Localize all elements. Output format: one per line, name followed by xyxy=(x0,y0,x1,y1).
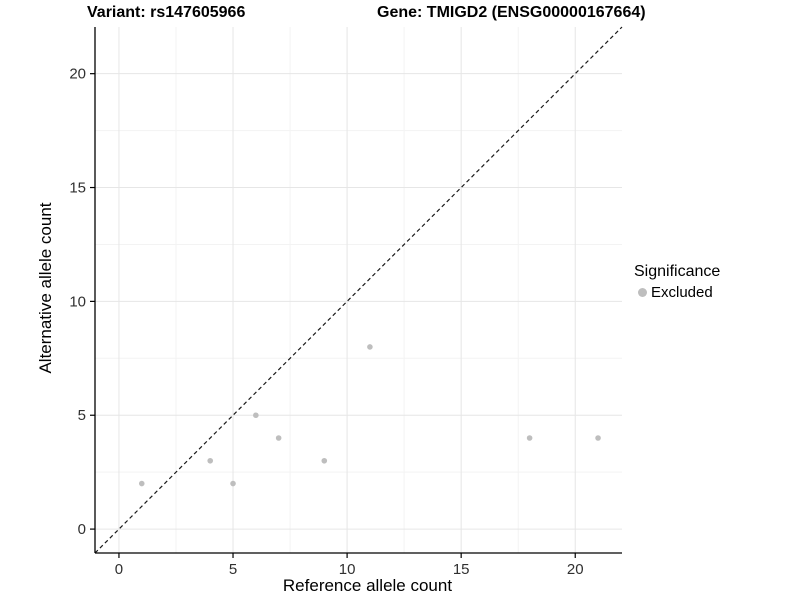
plot-title-variant: Variant: rs147605966 xyxy=(87,4,246,21)
data-point xyxy=(207,457,214,464)
x-tick-label: 15 xyxy=(453,561,470,578)
y-axis-title: Alternative allele count xyxy=(36,202,55,374)
data-point xyxy=(275,435,282,441)
legend-item-excluded: Excluded xyxy=(634,284,720,301)
data-point xyxy=(138,480,145,487)
x-tick-label: 20 xyxy=(567,561,584,578)
x-tick-label: 10 xyxy=(339,561,356,578)
data-point xyxy=(595,435,601,441)
data-point xyxy=(367,344,373,350)
data-point xyxy=(321,457,328,464)
x-axis-title: Reference allele count xyxy=(282,576,453,595)
data-point xyxy=(230,480,236,487)
x-tick-label: 5 xyxy=(229,561,237,578)
y-tick-label: 5 xyxy=(78,407,86,424)
plot-title-gene: Gene: TMIGD2 (ENSG00000167664) xyxy=(377,4,646,21)
x-tick-label: 0 xyxy=(115,561,123,578)
legend: Significance Excluded xyxy=(634,263,720,301)
y-tick-label: 10 xyxy=(69,293,86,310)
y-tick-label: 0 xyxy=(78,521,86,538)
data-point xyxy=(253,412,259,419)
y-tick-label: 15 xyxy=(69,180,86,197)
data-point xyxy=(526,435,533,441)
identity-dashed-line xyxy=(94,26,623,554)
y-tick-label: 20 xyxy=(69,66,86,83)
legend-item-label: Excluded xyxy=(651,284,713,301)
legend-point-icon xyxy=(638,288,647,297)
legend-title: Significance xyxy=(634,263,721,280)
